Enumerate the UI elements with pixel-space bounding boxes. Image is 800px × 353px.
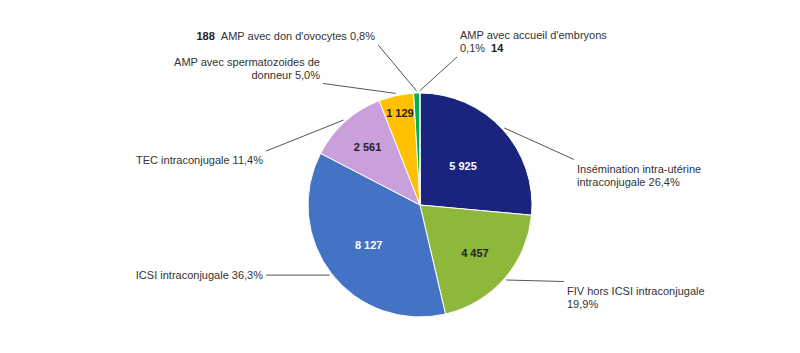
value-label: 14 xyxy=(491,42,504,54)
slice-label: FIV hors ICSI intraconjugale19,9% xyxy=(567,285,705,310)
leader-line xyxy=(420,57,457,91)
slice-label-line: AMP avec spermatozoides de xyxy=(174,56,320,68)
value-label: 2 561 xyxy=(354,141,382,153)
leader-line xyxy=(504,128,574,160)
leader-line xyxy=(323,84,395,94)
value-label: 1 129 xyxy=(386,107,414,119)
pie xyxy=(308,93,532,317)
leader-line xyxy=(266,120,343,151)
slice-label: AMP avec spermatozoides dedonneur 5,0% xyxy=(174,56,320,81)
value-label: 8 127 xyxy=(355,239,383,251)
slice-label: ICSI intraconjugale 36,3% xyxy=(136,269,263,281)
slice-label: AMP avec accueil d'embryons0,1% xyxy=(460,29,607,54)
slice-label-line: ICSI intraconjugale 36,3% xyxy=(136,269,263,281)
slice-label-line: AMP avec don d'ovocytes 0,8% xyxy=(221,30,375,42)
pie-slice xyxy=(414,93,420,205)
pie-slice xyxy=(420,93,532,215)
labels: Insémination intra-utérineintraconjugale… xyxy=(136,29,705,310)
leader-line xyxy=(378,45,416,91)
slice-label-line: Insémination intra-utérine xyxy=(577,163,701,175)
pie-slice xyxy=(379,93,420,205)
value-label: 188 xyxy=(196,30,214,42)
slice-label-line: TEC intraconjugale 11,4% xyxy=(136,154,263,166)
pie-slice xyxy=(419,93,420,205)
leader-line xyxy=(266,275,330,276)
slice-label-line: intraconjugale 26,4% xyxy=(577,176,680,188)
slice-label-line: FIV hors ICSI intraconjugale xyxy=(567,285,705,297)
chart-container: Insémination intra-utérineintraconjugale… xyxy=(0,0,800,353)
slice-label-line: 19,9% xyxy=(567,298,598,310)
leader-line xyxy=(506,280,564,282)
slice-label: AMP avec don d'ovocytes 0,8% xyxy=(221,30,375,42)
slice-label: TEC intraconjugale 11,4% xyxy=(136,154,263,166)
leader-lines xyxy=(266,45,574,282)
slice-label: Insémination intra-utérineintraconjugale… xyxy=(577,163,701,188)
slice-label-line: AMP avec accueil d'embryons xyxy=(460,29,607,41)
slice-label-line: 0,1% xyxy=(460,42,485,54)
value-label: 5 925 xyxy=(449,160,477,172)
slice-label-line: donneur 5,0% xyxy=(252,69,321,81)
value-label: 4 457 xyxy=(461,247,489,259)
chart-svg: Insémination intra-utérineintraconjugale… xyxy=(0,0,800,353)
